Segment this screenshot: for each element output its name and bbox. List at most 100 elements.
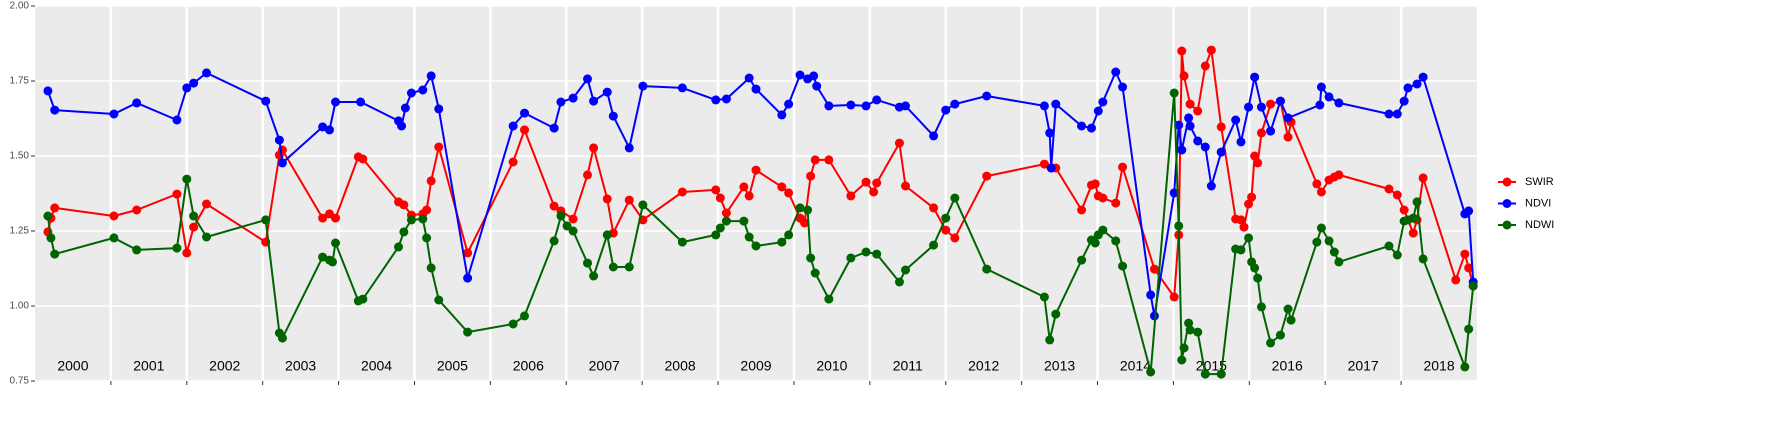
data-point [739, 216, 749, 226]
data-point [1266, 99, 1276, 109]
data-point [624, 195, 634, 205]
data-point [1216, 147, 1226, 157]
data-point [277, 333, 287, 343]
data-point [109, 109, 119, 119]
data-point [795, 203, 805, 213]
data-point [1193, 136, 1203, 146]
data-point [172, 115, 182, 125]
data-point [824, 155, 834, 165]
data-point [109, 233, 119, 243]
year-label: 2014 [1120, 358, 1151, 374]
data-point [751, 84, 761, 94]
data-point [608, 262, 618, 272]
data-point [806, 171, 816, 181]
data-point [520, 311, 530, 321]
year-label: 2002 [209, 358, 240, 374]
data-point [1316, 187, 1326, 197]
year-label: 2001 [133, 358, 164, 374]
data-point [602, 194, 612, 204]
data-point [982, 91, 992, 101]
legend-label: NDWI [1525, 219, 1554, 231]
data-point [824, 294, 834, 304]
data-point [1098, 225, 1108, 235]
data-point [43, 211, 53, 221]
year-label: 2018 [1423, 358, 1454, 374]
data-point [202, 68, 212, 78]
data-point [1283, 304, 1293, 314]
data-point [182, 248, 192, 258]
data-point [1464, 263, 1474, 273]
data-point [1283, 132, 1293, 142]
data-point [426, 176, 436, 186]
data-point [1185, 121, 1195, 131]
data-point [318, 252, 328, 262]
data-point [1216, 122, 1226, 132]
data-point [824, 101, 834, 111]
data-point [1460, 249, 1470, 259]
data-point [132, 205, 142, 215]
data-point [806, 253, 816, 263]
year-label: 2012 [968, 358, 999, 374]
data-point [331, 97, 341, 107]
data-point [426, 71, 436, 81]
year-label: 2013 [1044, 358, 1075, 374]
data-point [508, 319, 518, 329]
data-point [1077, 205, 1087, 215]
data-point [43, 86, 53, 96]
data-point [1077, 121, 1087, 131]
data-point [677, 187, 687, 197]
data-point [400, 103, 410, 113]
data-point [549, 236, 559, 246]
data-point [739, 182, 749, 192]
data-point [711, 95, 721, 105]
data-point [1253, 158, 1263, 168]
data-point [1090, 238, 1100, 248]
data-point [46, 233, 56, 243]
y-tick-label: 2.00 [10, 1, 30, 12]
data-point [1185, 99, 1195, 109]
data-point [394, 242, 404, 252]
data-point [399, 200, 409, 210]
data-point [1051, 99, 1061, 109]
data-point [1403, 83, 1413, 93]
data-point [589, 271, 599, 281]
data-point [202, 199, 212, 209]
data-point [463, 273, 473, 283]
data-point [1177, 355, 1187, 365]
data-point [1045, 128, 1055, 138]
data-point [277, 145, 287, 155]
data-point [520, 108, 530, 118]
data-point [318, 122, 328, 132]
data-point [950, 99, 960, 109]
year-label: 2006 [513, 358, 544, 374]
data-point [784, 188, 794, 198]
data-point [568, 93, 578, 103]
data-point [861, 177, 871, 187]
data-point [1334, 170, 1344, 180]
data-point [1315, 100, 1325, 110]
data-point [583, 258, 593, 268]
data-point [941, 213, 951, 223]
data-point [562, 221, 572, 231]
data-point [1324, 236, 1334, 246]
data-point [982, 264, 992, 274]
data-point [508, 157, 518, 167]
data-point [182, 83, 192, 93]
data-point [1256, 302, 1266, 312]
data-point [549, 123, 559, 133]
data-point [1412, 197, 1422, 207]
data-point [1464, 324, 1474, 334]
data-point [434, 104, 444, 114]
data-point [803, 205, 813, 215]
data-point [549, 201, 559, 211]
data-point [1464, 206, 1474, 216]
data-point [1244, 233, 1254, 243]
data-point [1193, 327, 1203, 337]
data-point [1451, 275, 1461, 285]
data-point [1149, 264, 1159, 274]
y-tick-label: 1.75 [10, 76, 30, 87]
data-point [982, 171, 992, 181]
data-point [715, 223, 725, 233]
data-point [418, 214, 428, 224]
data-point [795, 70, 805, 80]
